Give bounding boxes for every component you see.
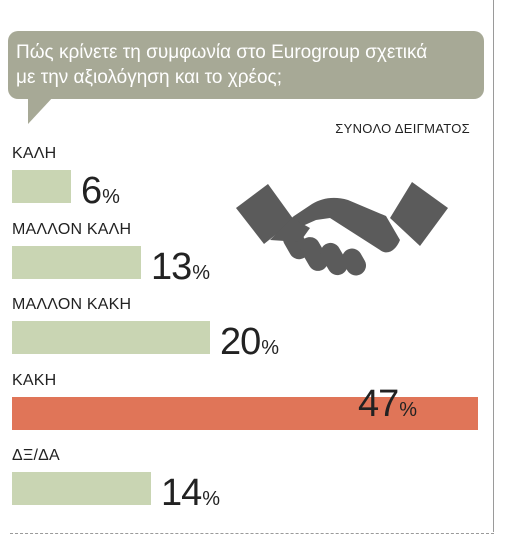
bar xyxy=(12,472,151,505)
data-label: 13% xyxy=(151,248,210,286)
data-label: 6% xyxy=(81,172,120,210)
question-line-2: με την αξιολόγηση και το χρέος; xyxy=(16,67,282,88)
category-label: ΜΑΛΛΟΝ ΚΑΚΗ xyxy=(12,296,132,313)
handshake-icon xyxy=(236,182,448,276)
data-label-value: 13 xyxy=(151,245,192,288)
question-bubble xyxy=(8,31,484,99)
data-label: 20% xyxy=(220,323,279,361)
category-label: ΔΞ/ΔΑ xyxy=(12,447,60,464)
category-label: ΜΑΛΛΟΝ ΚΑΛΗ xyxy=(12,220,132,238)
data-label-value: 47 xyxy=(358,382,399,425)
bar xyxy=(12,245,141,279)
data-label-unit: % xyxy=(399,398,418,421)
category-label: ΚΑΛΗ xyxy=(12,145,57,162)
data-label-unit: % xyxy=(261,337,280,359)
frame-bottom-border xyxy=(10,533,494,534)
bar xyxy=(12,396,478,430)
data-label-unit: % xyxy=(202,488,221,510)
bar xyxy=(12,170,71,203)
data-label-unit: % xyxy=(102,186,120,208)
data-label-value: 20 xyxy=(220,321,261,363)
question-bubble-tail xyxy=(28,96,54,124)
data-label-value: 6 xyxy=(81,170,102,212)
question-text: Πώς κρίνετε τη συμφωνία στο Eurogroup σχ… xyxy=(16,40,476,90)
data-label: 47% xyxy=(358,385,417,423)
bar xyxy=(12,321,210,354)
data-label-unit: % xyxy=(192,261,211,284)
question-line-1: Πώς κρίνετε τη συμφωνία στο Eurogroup σχ… xyxy=(16,42,428,63)
data-label: 14% xyxy=(161,474,220,512)
sample-label: ΣΥΝΟΛΟ ΔΕΙΓΜΑΤΟΣ xyxy=(335,121,470,136)
category-label: ΚΑΚΗ xyxy=(12,371,57,389)
frame-right-border xyxy=(493,0,494,532)
data-label-value: 14 xyxy=(161,472,202,514)
